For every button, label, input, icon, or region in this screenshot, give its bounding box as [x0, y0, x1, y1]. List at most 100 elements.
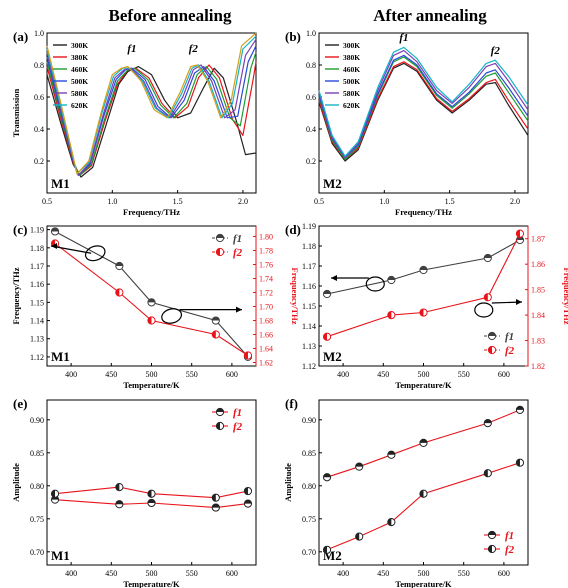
y-tick-label-d-6: 1.18 [302, 242, 316, 251]
series-line-f-0 [326, 409, 521, 478]
y2-axis-label-d: Frequency/THz [562, 268, 568, 325]
panel-label-b: (b) [285, 29, 301, 44]
series-line-f-1 [326, 462, 521, 551]
f1-marker-ellipse-d [365, 276, 385, 292]
y2-tick-label-d-1: 1.83 [531, 337, 545, 346]
y2-axis-label-c: Frequency/THz [290, 268, 300, 325]
data-point-c-1-1-fill [115, 288, 120, 297]
y-tick-label-c-1: 1.13 [30, 335, 44, 344]
legend-label-f-1: f2 [505, 544, 515, 556]
y-tick-label-e-0: 0.70 [30, 548, 44, 557]
y2-tick-label-c-5: 1.72 [259, 289, 273, 298]
data-point-f-0-4-fill [484, 419, 492, 424]
x-tick-label-a-3: 2.0 [238, 197, 248, 206]
data-point-f-1-3-fill [419, 490, 424, 498]
series-line-b-4 [318, 50, 529, 159]
panel-c: 400 450 500 550 600 1.12 1.13 1.14 1.15 1.16 1.17 1… [11, 222, 300, 390]
x-tick-label-f-0: 400 [337, 569, 349, 578]
y-tick-label-b-4: 0.8 [306, 61, 316, 70]
plot-frame-e [46, 399, 257, 566]
data-point-d-1-1-fill [387, 311, 392, 319]
legend-label-c-1: f2 [233, 247, 243, 259]
data-point-e-1-2-fill [147, 490, 152, 498]
sample-label-d: M2 [323, 349, 342, 364]
f2-marker-ellipse-c [161, 308, 183, 324]
y-axis-label-f: Amplitude [283, 463, 293, 502]
data-point-d-1-4-fill [516, 230, 520, 238]
y2-tick-label-c-7: 1.76 [259, 261, 273, 270]
y2-tick-label-c-2: 1.66 [259, 331, 273, 340]
data-point-c-1-4-fill [244, 351, 248, 360]
data-point-d-0-1-fill [387, 276, 395, 280]
series-line-b-0 [318, 62, 529, 162]
x-tick-label-e-0: 400 [65, 569, 77, 578]
legend-label-a-3: 500K [71, 77, 88, 86]
sample-label-c: M1 [51, 349, 70, 364]
legend-label-e-0: f1 [233, 407, 242, 419]
data-point-f-0-1-fill [355, 463, 363, 467]
x-tick-label-c-0: 400 [65, 370, 77, 379]
legend-label-a-4: 580K [71, 89, 88, 98]
x-axis-label-d: Temperature/K [395, 380, 452, 390]
legend-marker-f-1-fill [488, 545, 492, 553]
x-tick-label-f-1: 450 [377, 569, 389, 578]
y-tick-label-a-1: 0.2 [34, 157, 44, 166]
x-axis-label-f: Temperature/K [395, 579, 452, 588]
f2-arrowhead-c [236, 306, 242, 313]
data-point-f-0-2-fill [387, 451, 395, 455]
data-point-f-0-5-fill [516, 406, 524, 410]
x-axis-label-c: Temperature/K [123, 380, 180, 390]
panel-label-c: (c) [13, 222, 27, 237]
data-point-f-1-1-fill [355, 533, 360, 541]
y-tick-label-c-0: 1.12 [30, 353, 44, 362]
x-axis-label-a: Frequency/THz [123, 207, 180, 217]
peak-annotation-b-0: f1 [399, 32, 408, 44]
data-point-f-1-5-fill [516, 459, 520, 467]
legend-label-b-3: 500K [343, 77, 360, 86]
y-tick-label-d-2: 1.14 [302, 322, 316, 331]
y-tick-label-d-7: 1.19 [302, 222, 316, 231]
x-tick-label-a-0: 0.5 [42, 197, 52, 206]
data-point-e-1-4-fill [244, 487, 248, 495]
y-axis-label-c: Frequency/THz [11, 267, 21, 324]
x-tick-label-c-1: 450 [105, 370, 117, 379]
legend-label-b-0: 300K [343, 41, 360, 50]
panel-d: 400 450 500 550 600 1.12 1.13 1.14 1.15 1.16 1.17 1… [285, 222, 568, 390]
y2-tick-label-d-2: 1.84 [531, 311, 545, 320]
y-tick-label-e-2: 0.80 [30, 482, 44, 491]
x-tick-label-c-3: 550 [186, 370, 198, 379]
series-line-a-6 [46, 32, 257, 175]
panel-f: 400 450 500 550 600 0.70 0.75 0.80 0.85 0.90 Tempe… [283, 396, 529, 588]
f1-marker-ellipse-c [84, 245, 106, 262]
x-tick-label-d-0: 400 [337, 370, 349, 379]
x-tick-label-d-3: 550 [458, 370, 470, 379]
y-tick-label-b-5: 1.0 [306, 29, 316, 38]
x-tick-label-e-4: 600 [226, 569, 238, 578]
x-axis-label-e: Temperature/K [123, 579, 180, 588]
data-point-c-1-2-fill [147, 316, 152, 325]
x-tick-label-b-1: 1.0 [379, 197, 389, 206]
x-tick-label-d-1: 450 [377, 370, 389, 379]
plot-frame-a [46, 32, 257, 194]
legend-marker-c-0-fill [216, 234, 224, 238]
panel-label-e: (e) [13, 396, 27, 411]
data-point-d-1-2-fill [419, 308, 424, 317]
x-tick-label-e-3: 550 [186, 569, 198, 578]
y-tick-label-b-2: 0.4 [306, 125, 316, 134]
legend-label-d-0: f1 [505, 331, 514, 343]
sample-label-e: M1 [51, 548, 70, 563]
legend-marker-d-0-fill [488, 332, 496, 336]
data-point-c-1-3-fill [212, 330, 216, 339]
data-point-f-1-4-fill [484, 469, 488, 477]
series-line-a-2 [46, 52, 257, 176]
y-tick-label-c-7: 1.19 [30, 226, 44, 235]
y-tick-label-d-5: 1.17 [302, 262, 316, 271]
f1-arrowhead-c [51, 243, 57, 249]
data-point-d-0-3-fill [484, 254, 492, 258]
y-tick-label-b-3: 0.6 [306, 93, 316, 102]
y2-tick-label-d-3: 1.85 [531, 286, 545, 295]
x-tick-label-c-2: 500 [146, 370, 158, 379]
legend-label-e-1: f2 [233, 421, 243, 433]
y-tick-label-a-2: 0.4 [34, 125, 44, 134]
